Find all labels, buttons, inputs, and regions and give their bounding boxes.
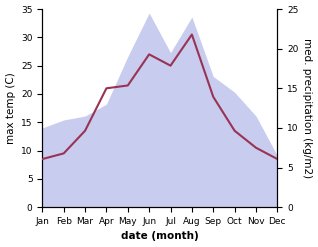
- Y-axis label: max temp (C): max temp (C): [5, 72, 16, 144]
- Y-axis label: med. precipitation (kg/m2): med. precipitation (kg/m2): [302, 38, 313, 178]
- X-axis label: date (month): date (month): [121, 231, 199, 242]
